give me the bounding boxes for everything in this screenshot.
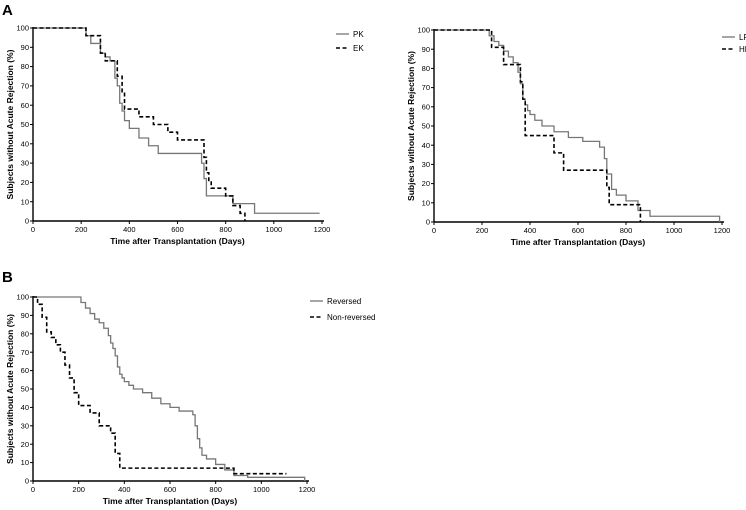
- y-tick-label: 60: [422, 102, 430, 111]
- panel-letter-a: A: [2, 2, 13, 19]
- y-tick-label: 20: [21, 440, 29, 449]
- y-tick-label: 90: [21, 43, 29, 52]
- y-tick-label: 60: [21, 101, 29, 110]
- series-line-hr: [434, 29, 642, 222]
- series-line-non-reversed: [33, 296, 287, 475]
- y-axis-label: Subjects without Acute Rejection (%): [5, 314, 15, 464]
- y-tick-label: 90: [21, 311, 29, 320]
- y-tick-label: 70: [21, 348, 29, 357]
- legend-label: Reversed: [327, 297, 361, 306]
- y-tick-label: 40: [21, 139, 29, 148]
- y-tick-label: 100: [16, 293, 29, 302]
- legend-label: Non-reversed: [327, 313, 375, 322]
- y-tick-label: 90: [422, 45, 430, 54]
- y-tick-label: 100: [16, 24, 29, 33]
- x-tick-label: 1000: [253, 485, 270, 494]
- x-tick-label: 400: [123, 225, 136, 234]
- y-tick-label: 40: [422, 141, 430, 150]
- x-axis-label: Time after Transplantation (Days): [511, 237, 646, 247]
- x-tick-label: 1200: [299, 485, 316, 494]
- y-axis-label: Subjects without Acute Rejection (%): [406, 51, 416, 201]
- x-tick-label: 200: [72, 485, 85, 494]
- x-tick-label: 1000: [666, 226, 683, 235]
- y-tick-label: 20: [21, 178, 29, 187]
- y-axis-label: Subjects without Acute Rejection (%): [5, 49, 15, 199]
- legend-label: EK: [353, 44, 364, 53]
- series-line-pk: [33, 27, 320, 214]
- y-tick-label: 30: [422, 160, 430, 169]
- y-tick-label: 50: [422, 122, 430, 131]
- x-tick-label: 200: [476, 226, 489, 235]
- x-tick-label: 1200: [714, 226, 731, 235]
- y-tick-label: 80: [21, 62, 29, 71]
- y-tick-label: 40: [21, 403, 29, 412]
- legend-label: PK: [353, 30, 364, 39]
- x-tick-label: 1000: [265, 225, 282, 234]
- x-tick-label: 0: [432, 226, 436, 235]
- y-tick-label: 0: [25, 477, 29, 486]
- y-tick-label: 100: [417, 26, 430, 35]
- y-tick-label: 50: [21, 120, 29, 129]
- x-tick-label: 800: [219, 225, 232, 234]
- y-tick-label: 10: [21, 458, 29, 467]
- x-tick-label: 0: [31, 485, 35, 494]
- series-line-lr: [434, 29, 721, 222]
- y-tick-label: 0: [426, 218, 430, 227]
- x-tick-label: 0: [31, 225, 35, 234]
- x-tick-label: 600: [164, 485, 177, 494]
- series-line-reversed: [33, 296, 306, 481]
- y-tick-label: 70: [21, 82, 29, 91]
- y-tick-label: 20: [422, 179, 430, 188]
- legend-label: HR: [739, 45, 746, 54]
- x-tick-label: 1200: [314, 225, 331, 234]
- x-tick-label: 200: [75, 225, 88, 234]
- legend-label: LR: [739, 33, 746, 42]
- y-tick-label: 80: [422, 64, 430, 73]
- y-tick-label: 50: [21, 385, 29, 394]
- x-tick-label: 400: [524, 226, 537, 235]
- series-line-ek: [33, 27, 246, 221]
- x-tick-label: 400: [118, 485, 131, 494]
- y-tick-label: 10: [422, 198, 430, 207]
- panel-letter-b: B: [2, 269, 13, 286]
- x-tick-label: 600: [572, 226, 585, 235]
- y-tick-label: 30: [21, 421, 29, 430]
- y-tick-label: 60: [21, 366, 29, 375]
- x-axis-label: Time after Transplantation (Days): [103, 496, 238, 506]
- y-tick-label: 0: [25, 217, 29, 226]
- y-tick-label: 30: [21, 159, 29, 168]
- x-tick-label: 800: [620, 226, 633, 235]
- y-tick-label: 10: [21, 197, 29, 206]
- x-tick-label: 800: [209, 485, 222, 494]
- y-tick-label: 80: [21, 329, 29, 338]
- x-axis-label: Time after Transplantation (Days): [110, 236, 245, 246]
- x-tick-label: 600: [171, 225, 184, 234]
- y-tick-label: 70: [422, 83, 430, 92]
